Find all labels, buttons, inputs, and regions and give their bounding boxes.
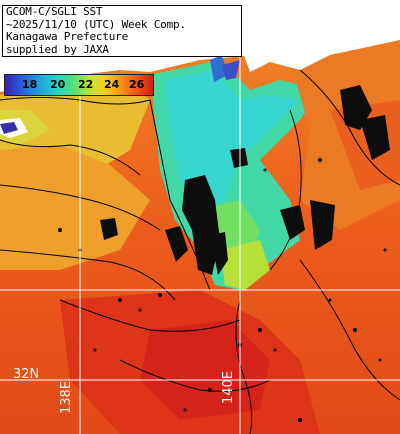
colorbar-tick-22: 22: [78, 78, 94, 91]
title-line-3: Kanagawa Prefecture: [6, 30, 129, 43]
speckles: [58, 158, 387, 422]
bay-blue-3: [0, 122, 18, 134]
title-line-1: GCOM-C/SGLI SST: [6, 5, 103, 18]
title-line-2: ~2025/11/10 (UTC) Week Comp.: [6, 17, 186, 31]
land-honshu: [240, 0, 400, 72]
bay-blue-1: [210, 55, 228, 82]
title-line-4: supplied by JAXA: [6, 42, 109, 56]
sst-colorbar: 18 20 22 24 26: [4, 74, 154, 96]
title-box: GCOM-C/SGLI SST ~2025/11/10 (UTC) Week C…: [2, 5, 242, 57]
longitude-label-140: 140E: [221, 370, 236, 404]
orange-band-west: [0, 145, 150, 270]
bay-blue-2: [222, 60, 240, 80]
hottest-patch: [140, 320, 270, 420]
yellowgreen-patch: [220, 240, 270, 290]
colorbar-tick-18: 18: [22, 78, 38, 91]
colorbar-tick-24: 24: [104, 78, 120, 91]
latitude-label: 32N: [13, 367, 40, 382]
island-clusters: [100, 85, 390, 275]
longitude-label-138: 138E: [59, 380, 74, 414]
colorbar-tick-20: 20: [50, 78, 66, 91]
colorbar-tick-26: 26: [129, 78, 145, 91]
